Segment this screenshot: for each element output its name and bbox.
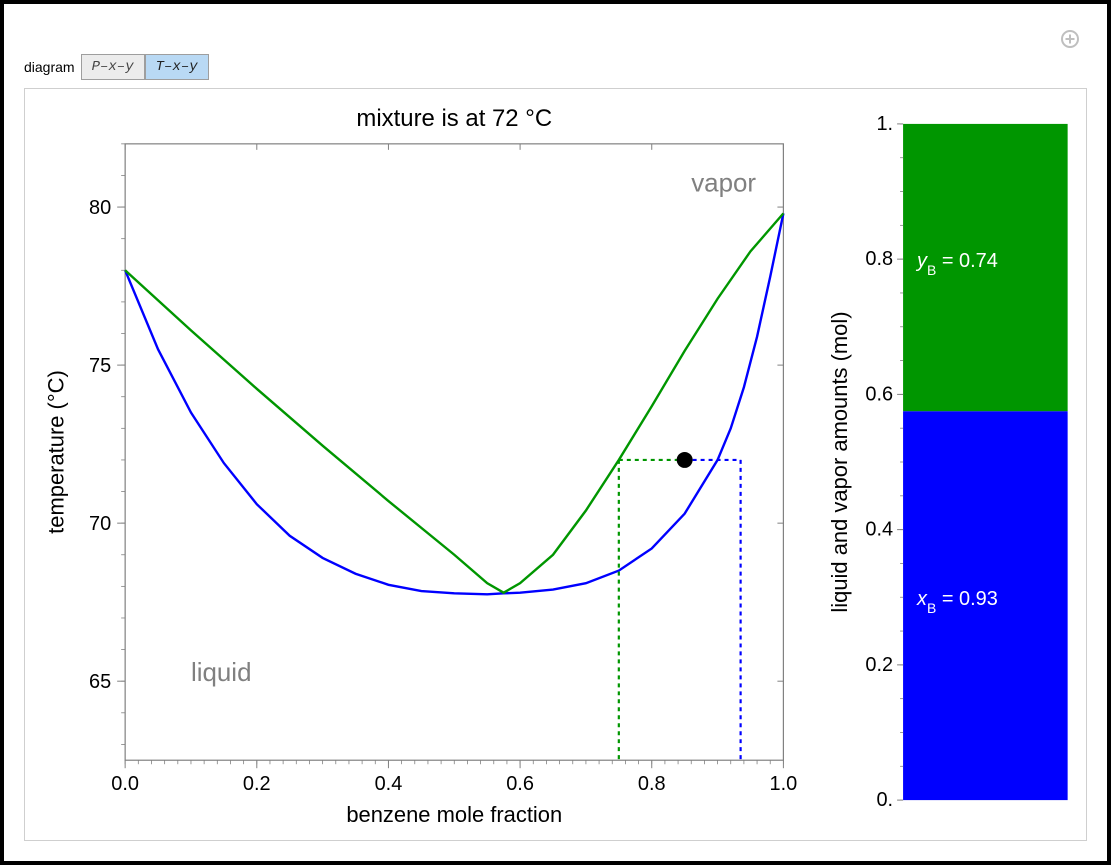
y-tick-label: 80 bbox=[89, 197, 111, 219]
y-tick-label: 65 bbox=[89, 671, 111, 693]
x-tick-label: 0.4 bbox=[375, 773, 403, 795]
y-tick-label: 75 bbox=[89, 355, 111, 377]
tab-pxy[interactable]: P–x–y bbox=[81, 54, 145, 80]
bar-tick-label: 1. bbox=[876, 113, 893, 135]
x-axis-label: benzene mole fraction bbox=[346, 802, 562, 827]
x-tick-label: 1.0 bbox=[770, 773, 798, 795]
bar-tick-label: 0.2 bbox=[865, 654, 893, 676]
x-tick-label: 0.2 bbox=[243, 773, 271, 795]
bar-tick-label: 0.8 bbox=[865, 248, 893, 270]
operating-point[interactable] bbox=[677, 452, 693, 468]
x-tick-label: 0.6 bbox=[506, 773, 534, 795]
chart-panel: mixture is at 72 °C 0.0 0.2 0.4 0.6 0.8 1.0 65 7… bbox=[24, 88, 1087, 841]
y-axis-label: temperature (°C) bbox=[43, 370, 68, 534]
y-tick-label: 70 bbox=[89, 513, 111, 535]
bar-y-label: liquid and vapor amounts (mol) bbox=[827, 311, 852, 612]
bubble-curve bbox=[125, 213, 783, 594]
phase-diagram-svg: mixture is at 72 °C 0.0 0.2 0.4 0.6 0.8 1.0 65 7… bbox=[25, 89, 1086, 840]
x-tick-label: 0.8 bbox=[638, 773, 666, 795]
chart-title: mixture is at 72 °C bbox=[356, 105, 552, 132]
expand-icon[interactable] bbox=[1061, 30, 1079, 48]
controls-row: diagram P–x–y T–x–y bbox=[24, 54, 209, 80]
dew-curve bbox=[125, 213, 783, 592]
diagram-tab-group: P–x–y T–x–y bbox=[81, 54, 209, 80]
bar-tick-label: 0.4 bbox=[865, 519, 893, 541]
liquid-label: liquid bbox=[191, 659, 252, 687]
bar-tick-label: 0.6 bbox=[865, 383, 893, 405]
vapor-label: vapor bbox=[691, 169, 756, 197]
bar-tick-label: 0. bbox=[876, 789, 893, 811]
x-tick-label: 0.0 bbox=[111, 773, 139, 795]
controls-label: diagram bbox=[24, 59, 75, 75]
tab-txy[interactable]: T–x–y bbox=[145, 54, 209, 80]
app-frame: diagram P–x–y T–x–y mixture is at 72 °C 0… bbox=[0, 0, 1111, 865]
